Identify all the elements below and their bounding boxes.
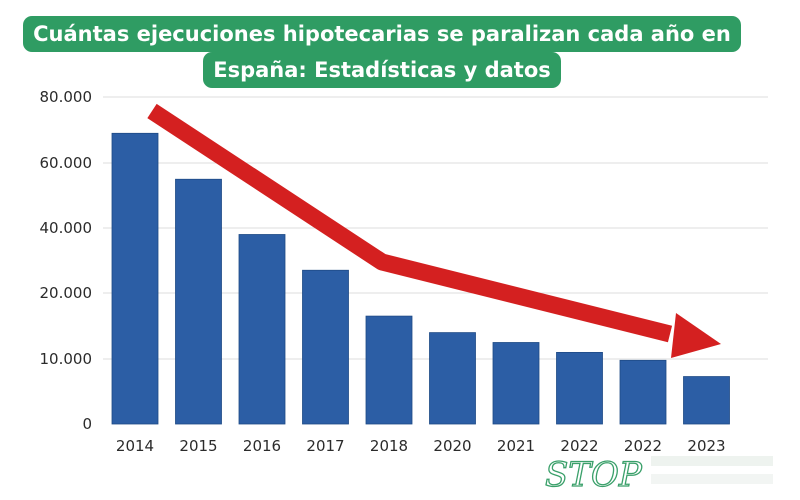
x-tick-label: 2016 — [243, 437, 281, 455]
x-tick-label: 2018 — [370, 437, 408, 455]
y-tick-label: 0 — [82, 415, 92, 433]
bar — [619, 359, 667, 425]
bar — [365, 315, 413, 425]
stop-logo-watermark: STOP — [544, 454, 773, 496]
x-axis: 2014 2015 2016 2017 2018 2020 2021 2022 2022 2023 — [116, 437, 726, 455]
bars — [111, 132, 730, 425]
trend-arrow-layer — [147, 103, 721, 358]
y-tick-label: 20.000 — [40, 284, 93, 302]
watermark-faded-line-1 — [651, 456, 773, 466]
watermark-faded-line-2 — [651, 474, 773, 484]
x-tick-label: 2021 — [497, 437, 535, 455]
x-tick-label: 2022 — [624, 437, 662, 455]
y-tick-label: 80.000 — [40, 88, 93, 106]
x-tick-label: 2023 — [687, 437, 725, 455]
x-tick-label: 2017 — [306, 437, 344, 455]
y-tick-label: 40.000 — [40, 219, 93, 237]
y-tick-label: 60.000 — [40, 154, 93, 172]
bar — [492, 342, 540, 425]
x-tick-label: 2015 — [179, 437, 217, 455]
y-axis: 0 10.000 20.000 40.000 60.000 80.000 — [40, 88, 93, 433]
watermark-text: STOP — [545, 455, 643, 495]
bar — [429, 332, 476, 425]
bar — [238, 234, 286, 425]
bar — [556, 351, 603, 425]
bar — [111, 132, 159, 425]
bar — [683, 376, 730, 425]
x-tick-label: 2014 — [116, 437, 154, 455]
trend-arrow-shaft — [147, 103, 673, 343]
bar — [175, 178, 222, 425]
bar — [302, 269, 349, 425]
x-tick-label: 2020 — [433, 437, 471, 455]
trend-arrow-head — [671, 313, 721, 358]
y-tick-label: 10.000 — [40, 350, 93, 368]
x-tick-label: 2022 — [560, 437, 598, 455]
